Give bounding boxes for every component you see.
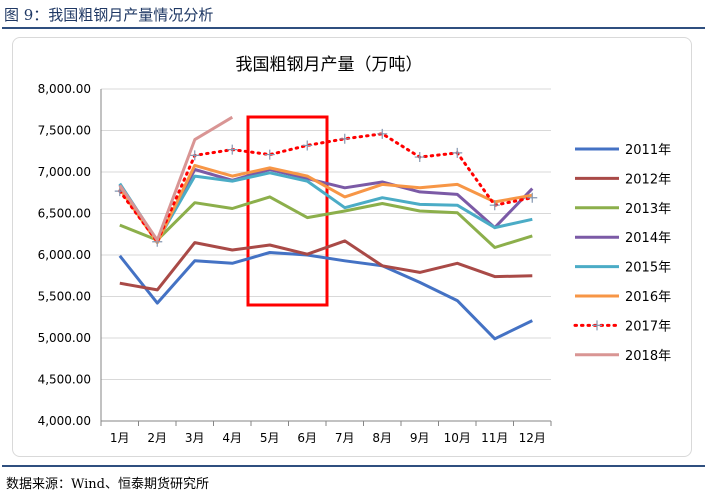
y-tick-label: 5,500.00 bbox=[38, 290, 91, 304]
data-point-marker bbox=[489, 200, 500, 211]
x-tick-label: 9月 bbox=[410, 431, 430, 445]
legend-label: 2013年 bbox=[625, 202, 671, 217]
y-tick-label: 4,500.00 bbox=[38, 373, 91, 387]
data-source: 数据来源：Wind、恒泰期货研究所 bbox=[6, 477, 209, 492]
data-point-marker bbox=[339, 133, 350, 144]
y-tick-label: 6,500.00 bbox=[38, 207, 91, 221]
legend-label: 2012年 bbox=[625, 172, 671, 187]
chart-container: 我国粗钢月产量（万吨） 8,000.00 7,500.00 7,000.00 6,50… bbox=[12, 37, 692, 457]
series-line bbox=[118, 115, 234, 242]
data-point-marker bbox=[302, 140, 313, 151]
x-tick-label: 10月 bbox=[444, 431, 471, 445]
data-point-marker bbox=[189, 150, 200, 161]
y-tick-label: 7,500.00 bbox=[38, 124, 91, 138]
legend-label: 2017年 bbox=[625, 319, 671, 334]
legend-label: 2016年 bbox=[625, 290, 671, 305]
series-line bbox=[118, 163, 533, 245]
chart-title: 我国粗钢月产量（万吨） bbox=[236, 55, 423, 75]
legend-label: 2018年 bbox=[625, 349, 671, 364]
series-line bbox=[118, 171, 533, 243]
y-tick-label: 8,000.00 bbox=[38, 82, 91, 96]
y-axis: 8,000.00 7,500.00 7,000.00 6,500.00 6,000.00… bbox=[38, 82, 102, 428]
top-divider bbox=[2, 27, 705, 29]
line-chart: 我国粗钢月产量（万吨） 8,000.00 7,500.00 7,000.00 6,50… bbox=[38, 55, 672, 445]
x-tick-label: 4月 bbox=[222, 431, 242, 445]
y-tick-label: 5,000.00 bbox=[38, 331, 91, 345]
x-tick-label: 7月 bbox=[335, 431, 355, 445]
data-point-marker bbox=[377, 128, 388, 139]
series-lines bbox=[114, 115, 538, 341]
data-point-marker bbox=[264, 149, 275, 160]
figure-caption: 图 9：我国粗钢月产量情况分析 bbox=[4, 6, 214, 24]
x-tick-label: 5月 bbox=[260, 431, 280, 445]
x-axis: 1月 2月 3月 4月 5月 6月 7月 8月 9月 10月 11月 12月 bbox=[100, 421, 552, 445]
y-tick-label: 6,000.00 bbox=[38, 248, 91, 262]
data-point-marker bbox=[527, 192, 538, 203]
legend: 2011年 2012年 2013年 2014年 2015年 2016年 2017年 2018年 bbox=[573, 143, 671, 364]
series-line bbox=[119, 195, 533, 249]
x-tick-label: 11月 bbox=[481, 431, 508, 445]
bottom-divider bbox=[2, 465, 705, 467]
data-point-marker bbox=[227, 144, 238, 155]
highlight-rect bbox=[246, 115, 329, 307]
y-tick-label: 7,000.00 bbox=[38, 165, 91, 179]
series-line bbox=[119, 239, 533, 292]
legend-marker bbox=[592, 320, 602, 331]
legend-label: 2014年 bbox=[625, 231, 671, 246]
x-tick-label: 6月 bbox=[297, 431, 317, 445]
y-tick-label: 4,000.00 bbox=[38, 414, 91, 428]
data-point-marker bbox=[414, 152, 425, 163]
x-tick-label: 1月 bbox=[110, 431, 130, 445]
legend-label: 2011年 bbox=[625, 143, 671, 158]
x-tick-label: 8月 bbox=[372, 431, 392, 445]
legend-label: 2015年 bbox=[625, 261, 671, 276]
x-tick-label: 2月 bbox=[147, 431, 167, 445]
highlight-box bbox=[246, 115, 329, 307]
series-line bbox=[118, 251, 533, 341]
x-tick-label: 12月 bbox=[519, 431, 546, 445]
data-point-marker bbox=[452, 147, 463, 158]
x-tick-label: 3月 bbox=[185, 431, 205, 445]
